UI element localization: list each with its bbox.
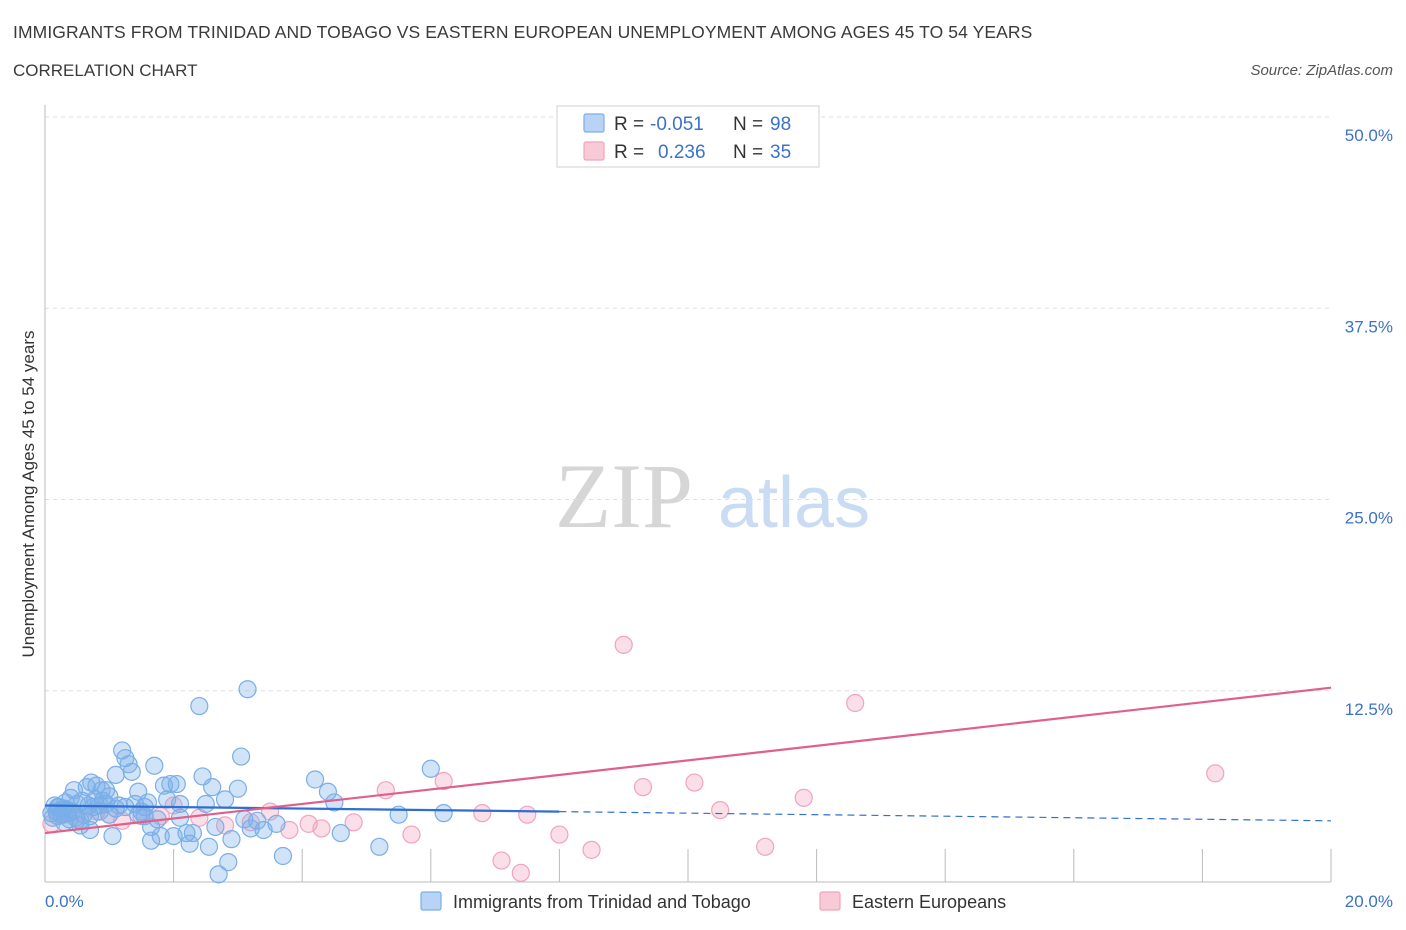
point-eastern-european <box>550 825 569 844</box>
y-tick-label: 25.0% <box>1345 509 1393 528</box>
watermark-zip: ZIP <box>555 445 693 547</box>
legend-r-value-2: 0.236 <box>658 142 706 163</box>
y-axis-label: Unemployment Among Ages 45 to 54 years <box>19 331 38 658</box>
y-tick-labels: 12.5% 25.0% 37.5% 50.0% <box>1345 126 1393 719</box>
x-tick-min: 0.0% <box>45 892 84 911</box>
point-trinidad-tobago <box>203 778 222 797</box>
point-trinidad-tobago <box>370 837 389 856</box>
point-trinidad-tobago <box>180 834 199 853</box>
legend-bottom-swatch-blue <box>420 891 442 911</box>
trend-line-eastern-european <box>44 686 1332 835</box>
point-trinidad-tobago <box>90 802 109 821</box>
point-trinidad-tobago <box>106 799 125 818</box>
chart-title: IMMIGRANTS FROM TRINIDAD AND TOBAGO VS E… <box>13 22 1033 42</box>
point-eastern-european <box>711 800 730 820</box>
y-tick-label: 12.5% <box>1345 700 1393 719</box>
point-eastern-european <box>846 693 865 713</box>
point-trinidad-tobago <box>434 804 453 823</box>
point-trinidad-tobago <box>122 762 141 781</box>
legend-swatch-pink <box>583 141 605 161</box>
point-trinidad-tobago <box>199 837 219 856</box>
point-eastern-european <box>402 825 421 844</box>
x-tick-max: 20.0% <box>1345 892 1393 911</box>
point-trinidad-tobago <box>273 846 293 866</box>
point-trinidad-tobago <box>183 823 202 843</box>
point-trinidad-tobago <box>103 826 122 846</box>
axes <box>44 105 1332 883</box>
point-eastern-european <box>434 771 453 791</box>
point-eastern-european <box>582 840 601 859</box>
point-eastern-european <box>756 837 775 856</box>
legend-n-value-2: 35 <box>770 142 791 163</box>
point-trinidad-tobago <box>305 770 325 789</box>
point-trinidad-tobago <box>151 826 170 846</box>
source-credit: Source: ZipAtlas.com <box>1250 62 1393 79</box>
point-trinidad-tobago <box>331 823 350 843</box>
point-trinidad-tobago <box>196 794 215 814</box>
point-eastern-european <box>511 863 530 882</box>
point-trinidad-tobago <box>141 831 161 850</box>
point-trinidad-tobago <box>238 680 257 699</box>
point-trinidad-tobago <box>145 756 164 775</box>
legend-bottom-series-1: Immigrants from Trinidad and Tobago <box>453 892 751 912</box>
legend-r-value-1: -0.051 <box>650 114 704 135</box>
legend-swatch-blue <box>583 113 605 133</box>
legend-bottom-swatch-pink <box>819 891 841 911</box>
chart-subtitle: CORRELATION CHART <box>13 61 198 80</box>
point-trinidad-tobago <box>248 811 267 830</box>
legend-n-label-1: N = <box>733 114 763 135</box>
point-trinidad-tobago <box>228 779 247 798</box>
point-trinidad-tobago <box>82 773 101 792</box>
legend-n-value-1: 98 <box>770 114 791 135</box>
point-trinidad-tobago <box>80 807 100 826</box>
point-trinidad-tobago <box>161 774 180 794</box>
trend-line-trinidad-tobago <box>44 804 560 813</box>
point-eastern-european <box>518 805 537 824</box>
trend-lines <box>44 686 1332 835</box>
point-eastern-european <box>685 773 704 792</box>
point-trinidad-tobago <box>232 747 251 766</box>
y-tick-label: 37.5% <box>1345 317 1393 336</box>
legend-n-label-2: N = <box>733 142 763 163</box>
y-tick-label: 50.0% <box>1345 126 1393 145</box>
point-trinidad-tobago <box>267 814 286 833</box>
point-trinidad-tobago <box>190 696 209 716</box>
legend-r-label-2: R = <box>614 142 644 163</box>
point-eastern-european <box>614 635 633 654</box>
point-trinidad-tobago <box>325 793 344 812</box>
point-trinidad-tobago <box>167 774 186 794</box>
point-eastern-european <box>492 851 511 870</box>
legend-bottom-series-2: Eastern Europeans <box>852 892 1006 912</box>
point-eastern-european <box>794 788 813 807</box>
point-eastern-european <box>633 778 653 797</box>
point-trinidad-tobago <box>48 797 67 817</box>
data-points <box>42 107 1225 884</box>
gridlines <box>45 116 1331 692</box>
point-trinidad-tobago <box>141 817 161 837</box>
point-eastern-european <box>312 819 331 838</box>
point-eastern-european <box>473 804 492 823</box>
watermark-atlas: atlas <box>718 463 870 543</box>
point-trinidad-tobago <box>219 853 238 872</box>
point-trinidad-tobago <box>421 759 440 778</box>
legend-top: R = -0.051 N = 98 R = 0.236 N = 35 <box>556 105 820 168</box>
point-trinidad-tobago <box>206 817 225 837</box>
point-trinidad-tobago <box>222 830 241 849</box>
legend-r-label-1: R = <box>614 114 644 135</box>
point-trinidad-tobago <box>209 865 228 884</box>
point-eastern-european <box>344 813 363 832</box>
point-eastern-european <box>1206 764 1225 783</box>
trend-line-trinidad-tobago-extension <box>559 811 1332 822</box>
point-trinidad-tobago <box>177 823 196 843</box>
legend-bottom: Immigrants from Trinidad and Tobago East… <box>420 891 1006 912</box>
